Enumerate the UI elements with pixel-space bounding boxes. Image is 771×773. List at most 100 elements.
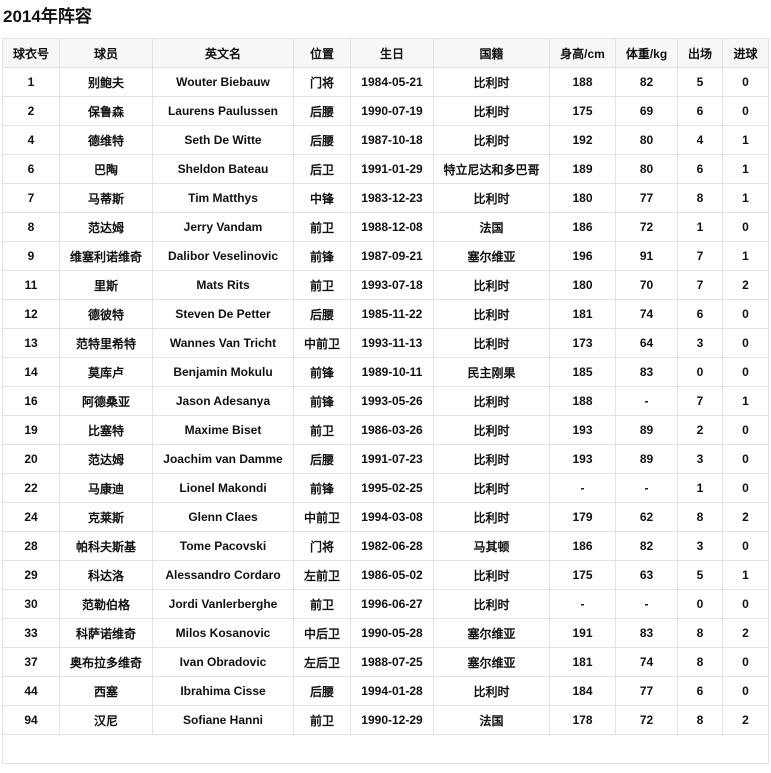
cell-english-name: Jason Adesanya xyxy=(152,386,294,416)
cell-player: 克莱斯 xyxy=(59,502,153,532)
table-row: 4 德维特 Seth De Witte 后腰 1987-10-18 比利时 192 80 4 1 xyxy=(2,125,769,155)
table-row: 13 范特里希特 Wannes Van Tricht 中前卫 1993-11-13 比利时… xyxy=(2,328,769,358)
cell-appearances: 5 xyxy=(677,560,723,590)
cell-height: 189 xyxy=(549,154,616,184)
cell-birthday: 1985-11-22 xyxy=(350,299,434,329)
cell-goals: 0 xyxy=(722,299,769,329)
column-header-number: 球衣号 xyxy=(2,38,60,68)
cell-appearances: 8 xyxy=(677,502,723,532)
cell-height: 193 xyxy=(549,415,616,445)
cell-position: 后腰 xyxy=(293,676,351,706)
cell-nationality: 比利时 xyxy=(433,67,550,97)
column-header-appearances: 出场 xyxy=(677,38,723,68)
cell-english-name: Steven De Petter xyxy=(152,299,294,329)
cell-weight: 69 xyxy=(615,96,678,126)
cell-goals: 0 xyxy=(722,647,769,677)
column-header-nationality: 国籍 xyxy=(433,38,550,68)
cell-number: 30 xyxy=(2,589,60,619)
cell-birthday: 1984-05-21 xyxy=(350,67,434,97)
cell-player: 别鲍夫 xyxy=(59,67,153,97)
cell-weight: - xyxy=(615,386,678,416)
header-row: 球衣号 球员 英文名 位置 生日 国籍 身高/cm 体重/kg 出场 进球 xyxy=(2,38,769,68)
table-row: 9 维塞利诺维奇 Dalibor Veselinovic 前锋 1987-09-21 塞尔… xyxy=(2,241,769,271)
cell-position: 前卫 xyxy=(293,705,351,735)
empty-row xyxy=(2,734,769,764)
cell-english-name: Glenn Claes xyxy=(152,502,294,532)
cell-birthday: 1991-01-29 xyxy=(350,154,434,184)
table-row: 33 科萨诺维奇 Milos Kosanovic 中后卫 1990-05-28 塞尔维亚 1… xyxy=(2,618,769,648)
cell-birthday: 1986-03-26 xyxy=(350,415,434,445)
table-row: 19 比塞特 Maxime Biset 前卫 1986-03-26 比利时 193 89 2 0 xyxy=(2,415,769,445)
cell-goals: 2 xyxy=(722,618,769,648)
cell-appearances: 0 xyxy=(677,589,723,619)
table-row: 44 西塞 Ibrahima Cisse 后腰 1994-01-28 比利时 184 77 6 0 xyxy=(2,676,769,706)
cell-height: 188 xyxy=(549,67,616,97)
cell-position: 中后卫 xyxy=(293,618,351,648)
cell-appearances: 8 xyxy=(677,705,723,735)
cell-birthday: 1982-06-28 xyxy=(350,531,434,561)
cell-height: 175 xyxy=(549,560,616,590)
cell-weight: 72 xyxy=(615,212,678,242)
cell-goals: 1 xyxy=(722,560,769,590)
cell-height: 193 xyxy=(549,444,616,474)
cell-nationality: 马其顿 xyxy=(433,531,550,561)
table-row: 12 德彼特 Steven De Petter 后腰 1985-11-22 比利时 181 7… xyxy=(2,299,769,329)
cell-nationality: 塞尔维亚 xyxy=(433,647,550,677)
page-title: 2014年阵容 xyxy=(3,7,92,26)
cell-goals: 0 xyxy=(722,473,769,503)
cell-english-name: Lionel Makondi xyxy=(152,473,294,503)
cell-player: 奥布拉多维奇 xyxy=(59,647,153,677)
cell-position: 后卫 xyxy=(293,154,351,184)
cell-goals: 2 xyxy=(722,270,769,300)
table-row: 1 别鲍夫 Wouter Biebauw 门将 1984-05-21 比利时 188 82 5 0 xyxy=(2,67,769,97)
cell-weight: 80 xyxy=(615,154,678,184)
cell-number: 1 xyxy=(2,67,60,97)
cell-number: 6 xyxy=(2,154,60,184)
cell-number: 29 xyxy=(2,560,60,590)
cell-english-name: Sheldon Bateau xyxy=(152,154,294,184)
cell-english-name: Sofiane Hanni xyxy=(152,705,294,735)
cell-appearances: 6 xyxy=(677,676,723,706)
cell-weight: 80 xyxy=(615,125,678,155)
cell-appearances: 6 xyxy=(677,299,723,329)
cell-birthday: 1993-11-13 xyxy=(350,328,434,358)
cell-english-name: Milos Kosanovic xyxy=(152,618,294,648)
cell-position: 前卫 xyxy=(293,270,351,300)
cell-player: 阿德桑亚 xyxy=(59,386,153,416)
cell-english-name: Jordi Vanlerberghe xyxy=(152,589,294,619)
cell-appearances: 1 xyxy=(677,212,723,242)
cell-goals: 2 xyxy=(722,502,769,532)
cell-height: 185 xyxy=(549,357,616,387)
column-header-english-name: 英文名 xyxy=(152,38,294,68)
cell-number: 37 xyxy=(2,647,60,677)
table-row: 11 里斯 Mats Rits 前卫 1993-07-18 比利时 180 70 7 2 xyxy=(2,270,769,300)
cell-weight: 91 xyxy=(615,241,678,271)
cell-appearances: 7 xyxy=(677,270,723,300)
cell-position: 中前卫 xyxy=(293,502,351,532)
cell-birthday: 1989-10-11 xyxy=(350,357,434,387)
cell-goals: 1 xyxy=(722,183,769,213)
cell-birthday: 1993-05-26 xyxy=(350,386,434,416)
cell-number: 24 xyxy=(2,502,60,532)
cell-player: 马康迪 xyxy=(59,473,153,503)
cell-goals: 0 xyxy=(722,415,769,445)
table-row: 37 奥布拉多维奇 Ivan Obradovic 左后卫 1988-07-25 塞尔维亚 1… xyxy=(2,647,769,677)
cell-player: 德彼特 xyxy=(59,299,153,329)
cell-position: 后腰 xyxy=(293,125,351,155)
cell-english-name: Ibrahima Cisse xyxy=(152,676,294,706)
cell-nationality: 比利时 xyxy=(433,386,550,416)
cell-birthday: 1988-12-08 xyxy=(350,212,434,242)
cell-weight: - xyxy=(615,589,678,619)
cell-nationality: 民主刚果 xyxy=(433,357,550,387)
cell-weight: 83 xyxy=(615,357,678,387)
column-header-height: 身高/cm xyxy=(549,38,616,68)
cell-goals: 0 xyxy=(722,357,769,387)
cell-position: 前锋 xyxy=(293,241,351,271)
cell-goals: 0 xyxy=(722,96,769,126)
cell-position: 左后卫 xyxy=(293,647,351,677)
cell-nationality: 塞尔维亚 xyxy=(433,618,550,648)
cell-nationality: 法国 xyxy=(433,212,550,242)
cell-player: 范达姆 xyxy=(59,212,153,242)
cell-player: 科达洛 xyxy=(59,560,153,590)
cell-goals: 1 xyxy=(722,386,769,416)
